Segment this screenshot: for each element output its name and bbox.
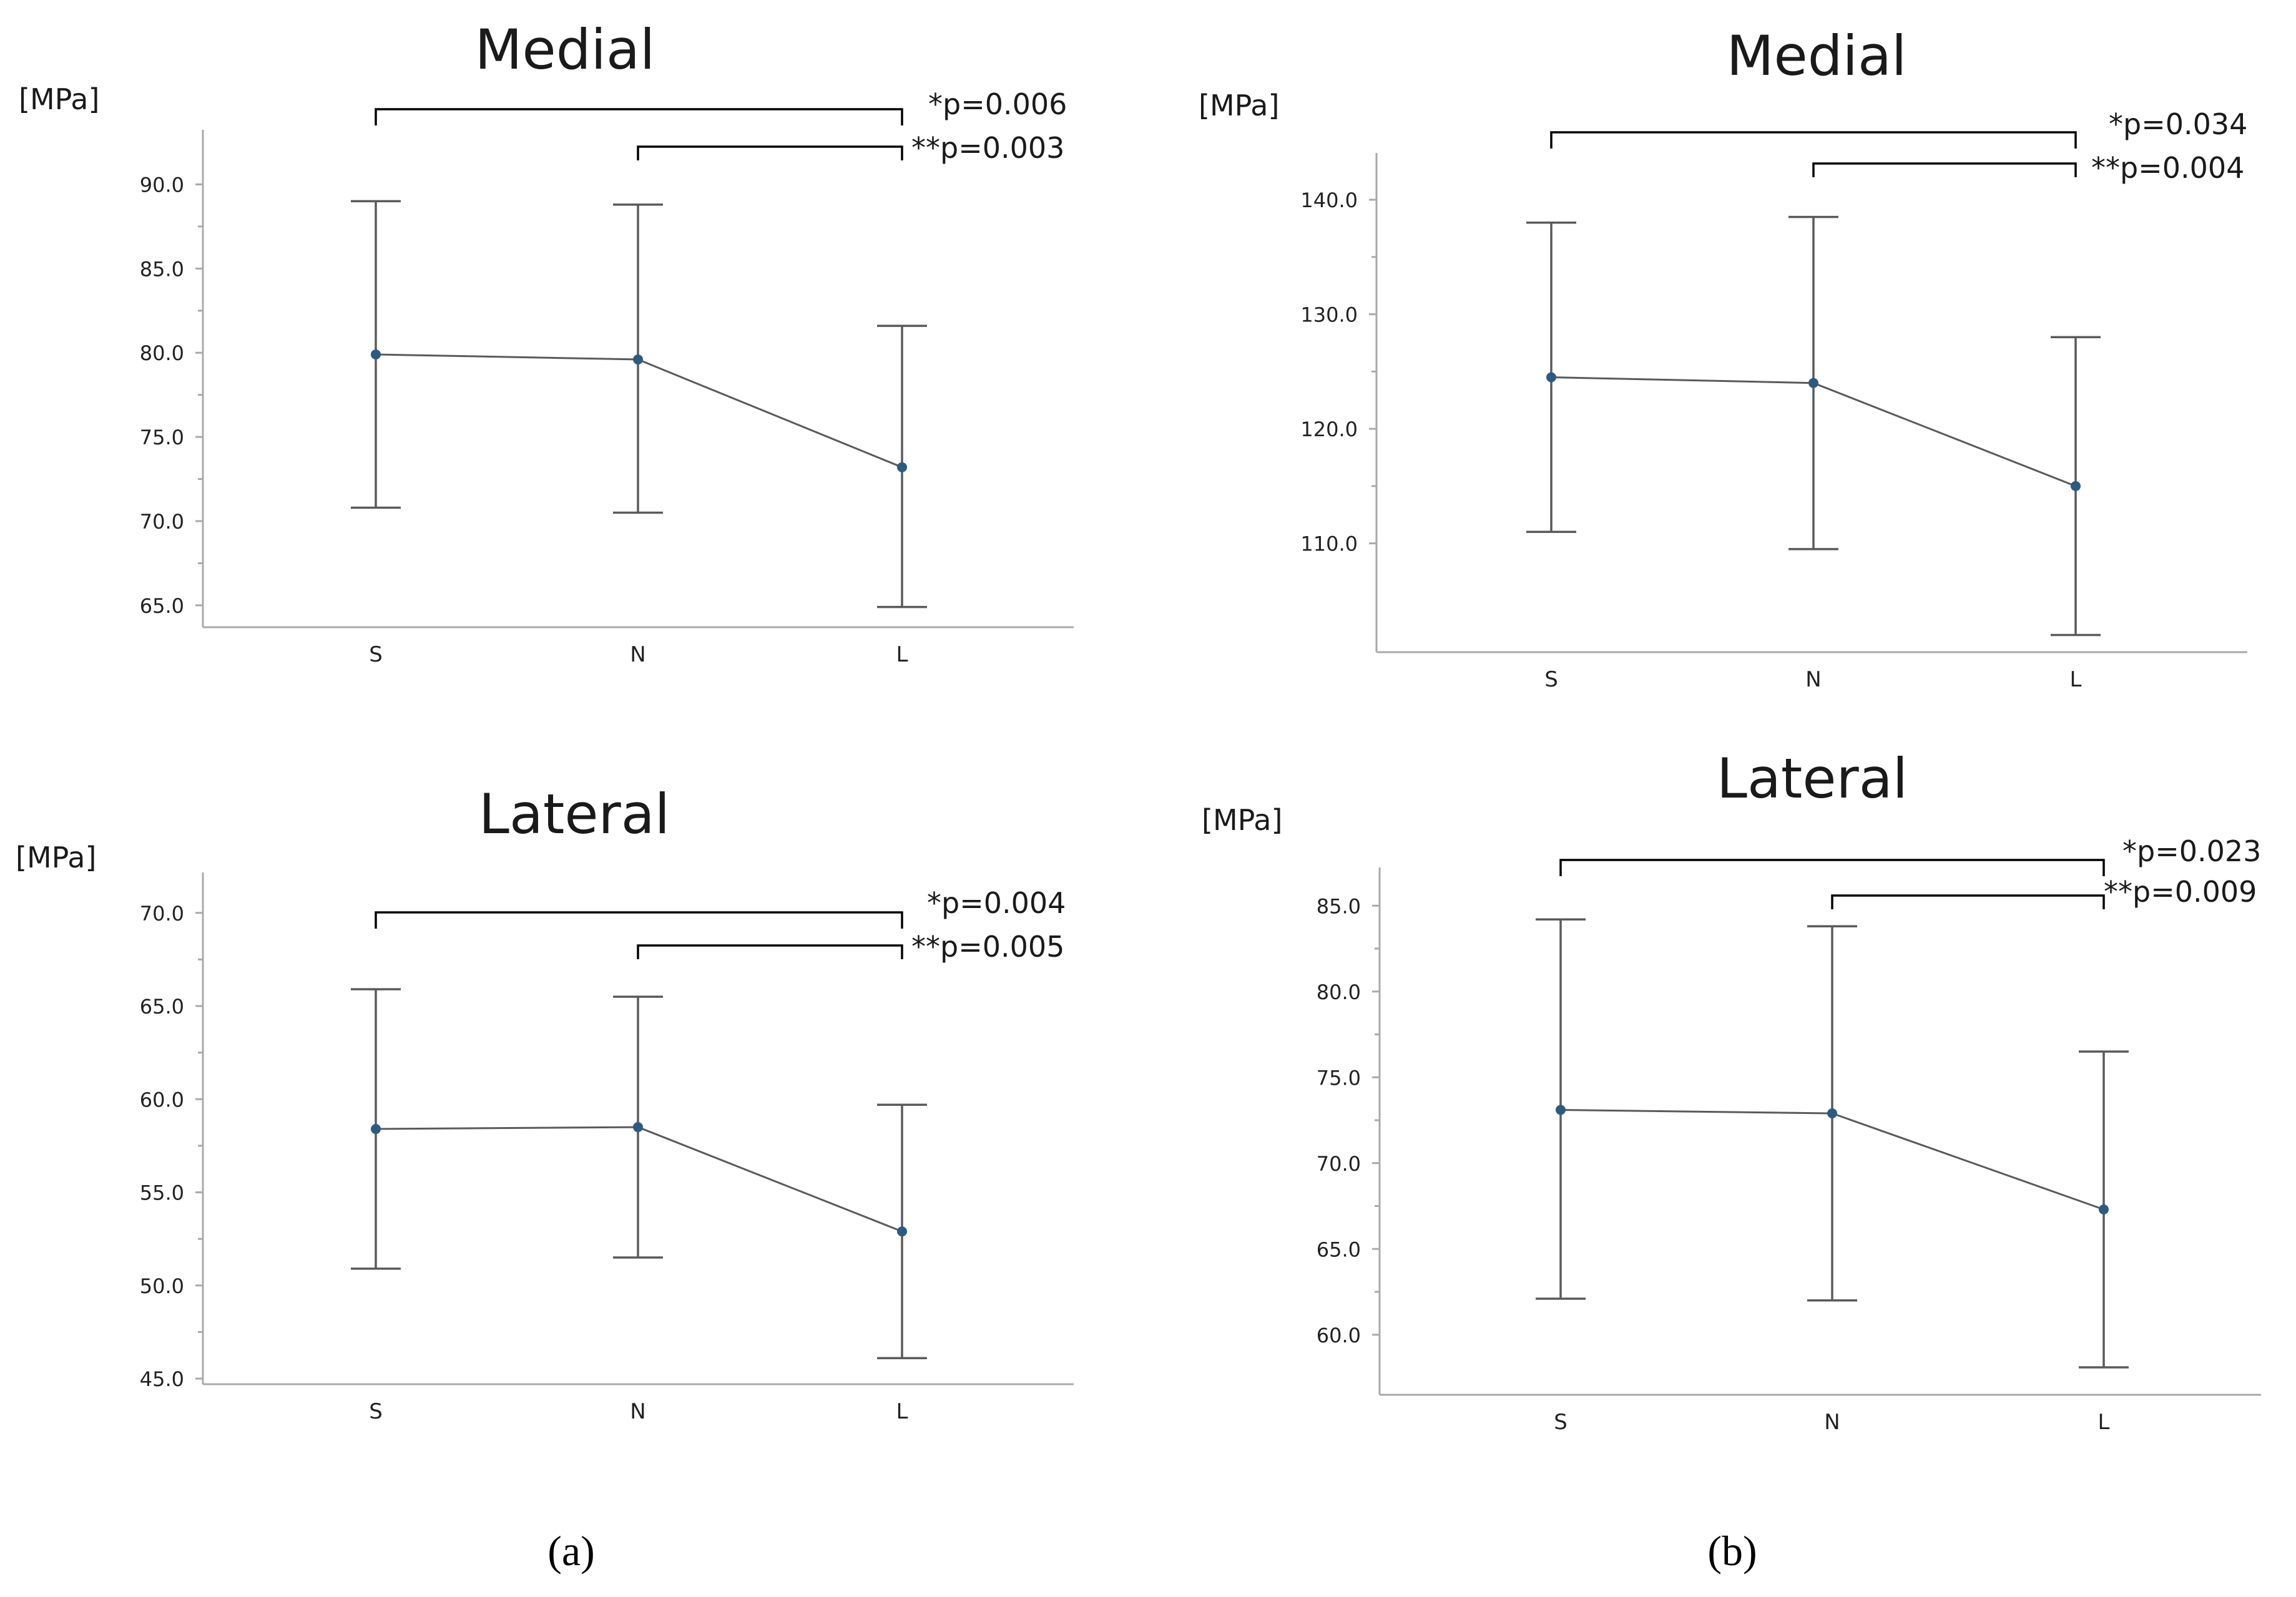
p-value-label-2: **p=0.005 (911, 930, 1064, 964)
p-value-label-2: **p=0.003 (911, 131, 1064, 165)
y-tick-label: 50.0 (140, 1274, 184, 1298)
p-value-label-1: *p=0.034 (2109, 107, 2247, 141)
y-tick-label: 60.0 (140, 1088, 184, 1111)
y-tick-label: 130.0 (1300, 303, 1358, 327)
significance-bracket-1 (1559, 859, 2105, 876)
y-tick-label: 75.0 (140, 426, 184, 449)
mean-point-l (2071, 481, 2081, 491)
y-tick-label: 65.0 (1317, 1238, 1361, 1261)
y-unit-label: [MPa] (1199, 89, 1279, 122)
y-tick-label: 140.0 (1300, 188, 1358, 212)
significance-bracket-2 (637, 145, 903, 160)
p-value-label-2: **p=0.004 (2091, 151, 2244, 185)
chart-title: Lateral (1717, 746, 1908, 811)
y-tick-label: 65.0 (140, 995, 184, 1018)
mean-point-s (371, 349, 381, 359)
y-tick-label: 45.0 (140, 1367, 184, 1391)
x-tick-label-l: L (896, 642, 908, 667)
mean-point-n (633, 354, 643, 365)
mean-point-n (633, 1122, 643, 1133)
y-tick-label: 75.0 (1317, 1066, 1361, 1090)
y-tick-label: 70.0 (140, 902, 184, 925)
x-tick-label-s: S (1544, 667, 1558, 692)
chart-lateral-b: Lateral [MPa] 60.0 65.0 70.0 75.0 80.0 85.0 S N L *… (1202, 746, 2261, 1435)
p-value-label-1: *p=0.004 (927, 886, 1066, 920)
y-tick-label: 70.0 (1317, 1152, 1361, 1176)
panel-label-a: (a) (547, 1527, 594, 1575)
y-unit-label: [MPa] (1202, 803, 1282, 837)
chart-title: Lateral (479, 782, 670, 846)
y-tick-label: 65.0 (140, 594, 184, 618)
chart-medial-b: Medial [MPa] 110.0 120.0 130.0 140.0 S N L *p=0.0… (1199, 24, 2247, 692)
y-unit-label: [MPa] (16, 841, 96, 874)
significance-bracket-1 (1550, 131, 2077, 149)
x-tick-label-l: L (896, 1399, 908, 1424)
significance-bracket-1 (375, 911, 903, 929)
significance-bracket-2 (1812, 162, 2077, 177)
mean-point-s (371, 1124, 381, 1135)
panel-label-b: (b) (1707, 1527, 1757, 1575)
x-tick-label-s: S (1554, 1410, 1567, 1435)
y-unit-label: [MPa] (19, 82, 99, 116)
p-value-label-1: *p=0.023 (2122, 834, 2261, 868)
y-tick-label: 80.0 (1317, 980, 1361, 1004)
mean-point-l (2099, 1204, 2109, 1214)
chart-title: Medial (475, 17, 655, 82)
y-tick-label: 110.0 (1300, 532, 1358, 556)
x-tick-label-n: N (630, 1399, 645, 1424)
mean-point-n (1808, 378, 1818, 388)
significance-bracket-2 (1831, 894, 2105, 909)
y-tick-label: 60.0 (1317, 1324, 1361, 1347)
chart-title: Medial (1727, 24, 1907, 88)
x-tick-label-n: N (1824, 1410, 1840, 1435)
p-value-label-1: *p=0.006 (928, 87, 1067, 121)
y-tick-label: 70.0 (140, 510, 184, 534)
mean-point-l (897, 462, 907, 472)
mean-point-n (1827, 1108, 1837, 1118)
y-tick-label: 85.0 (1317, 894, 1361, 918)
x-tick-label-n: N (630, 642, 645, 667)
y-tick-label: 90.0 (140, 173, 184, 197)
x-tick-label-s: S (369, 642, 383, 667)
significance-bracket-1 (375, 108, 903, 125)
significance-bracket-2 (637, 944, 903, 959)
mean-point-l (897, 1226, 907, 1237)
y-tick-label: 80.0 (140, 341, 184, 365)
mean-point-s (1546, 372, 1556, 383)
y-tick-label: 120.0 (1300, 418, 1358, 441)
x-tick-label-s: S (369, 1399, 383, 1424)
mean-point-s (1556, 1105, 1566, 1115)
y-tick-label: 85.0 (140, 257, 184, 281)
y-tick-label: 55.0 (140, 1181, 184, 1205)
x-tick-label-l: L (2070, 667, 2082, 692)
chart-lateral-a: Lateral [MPa] 45.0 50.0 55.0 60.0 65.0 70.0 S N L *… (16, 782, 1074, 1424)
x-tick-label-l: L (2098, 1410, 2110, 1435)
p-value-label-2: **p=0.009 (2104, 875, 2257, 909)
x-tick-label-n: N (1805, 667, 1821, 692)
chart-medial-a: Medial [MPa] 65.0 70.0 75.0 80.0 85.0 90.0 S N L *p… (19, 17, 1074, 667)
